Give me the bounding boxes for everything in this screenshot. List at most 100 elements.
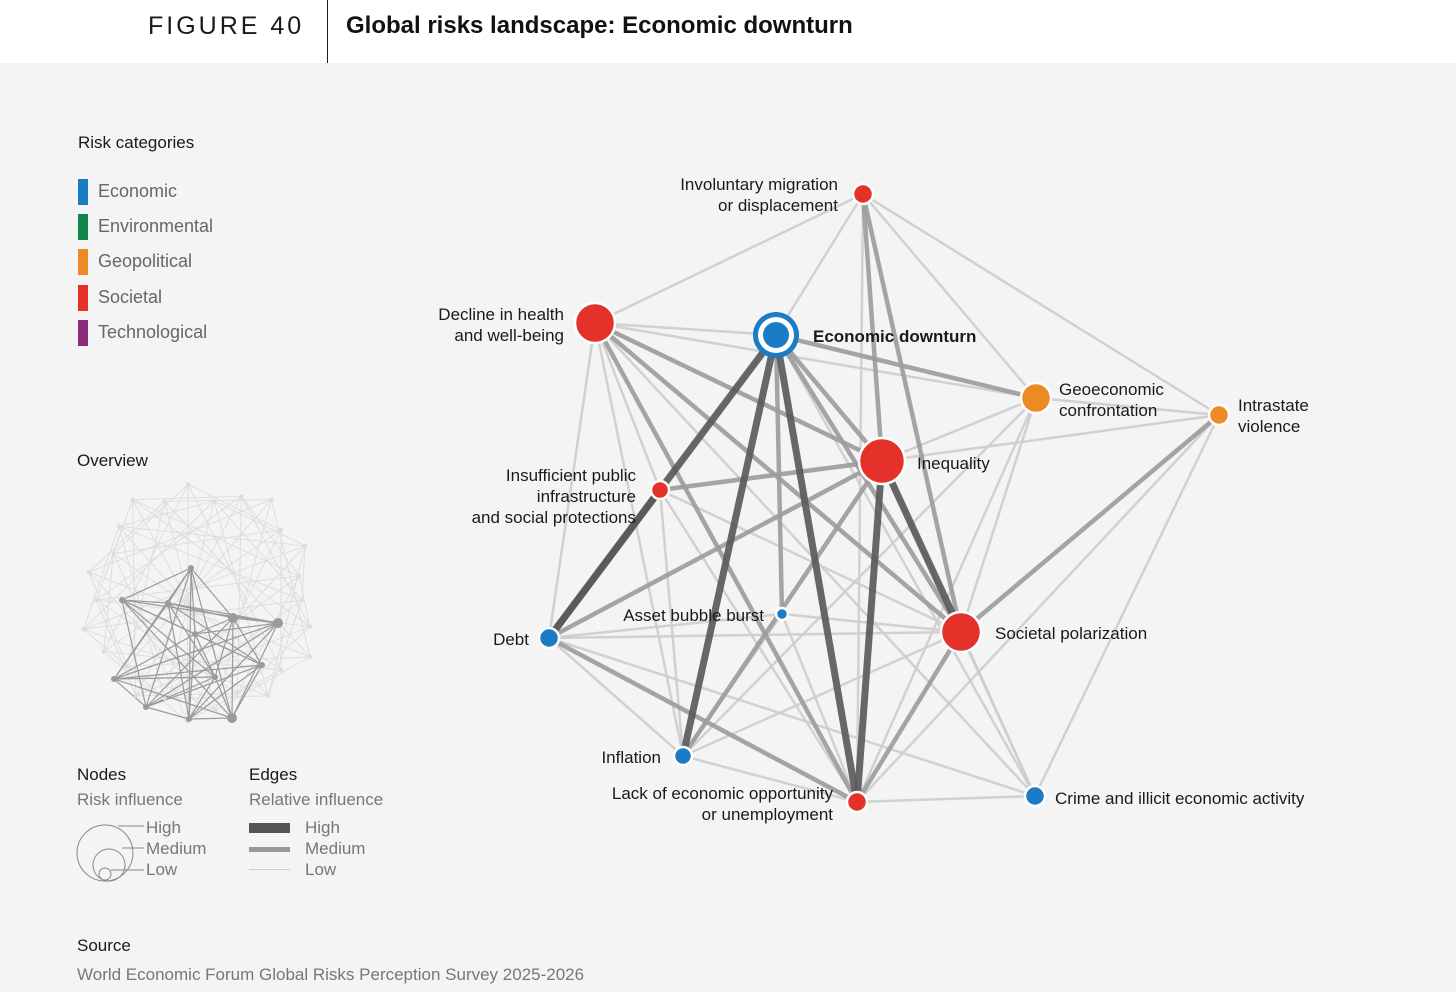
overview-edge xyxy=(236,496,242,694)
node-crime[interactable] xyxy=(1023,784,1047,808)
edge-polarization-geoeconomic xyxy=(959,397,1038,633)
edge-bubble-unemployment xyxy=(780,613,859,803)
node-circle xyxy=(851,182,875,206)
overview-node xyxy=(116,524,121,529)
overview-edge xyxy=(121,599,279,624)
overview-edge xyxy=(88,571,128,667)
edge-intrastate-unemployment xyxy=(856,414,1220,803)
edge-inflation-unemployment xyxy=(682,754,858,804)
node-unemployment[interactable] xyxy=(845,790,869,814)
edge-polarization-crime xyxy=(959,631,1037,797)
overview-edge xyxy=(267,545,306,697)
edge-debt-unemployment xyxy=(547,636,859,804)
overview-node xyxy=(297,574,302,579)
node-label-line: and well-being xyxy=(454,326,564,345)
overview-edge xyxy=(145,622,279,708)
node-geoeconomic[interactable] xyxy=(1019,381,1053,415)
legend-label: Environmental xyxy=(98,216,214,236)
overview-edge xyxy=(214,499,272,711)
overview-edge xyxy=(167,602,190,720)
node-label-downturn: Economic downturn xyxy=(813,327,976,346)
overview-edge xyxy=(113,676,216,680)
overview-node xyxy=(239,494,244,499)
overview-node xyxy=(235,691,240,696)
edge-downturn-inflation xyxy=(679,334,780,757)
node-circle xyxy=(857,436,907,486)
overview-node xyxy=(227,713,237,723)
edges-layer xyxy=(546,192,1221,804)
overview-edge xyxy=(83,500,215,630)
node-label-unemployment: Lack of economic opportunity or unemploym… xyxy=(612,784,834,824)
node-intrastate[interactable] xyxy=(1207,403,1231,427)
node-label-debt: Debt xyxy=(493,630,529,649)
overview-edge xyxy=(164,695,269,700)
node-infrastructure[interactable] xyxy=(649,479,671,501)
overview-edge xyxy=(113,633,196,680)
overview-edge xyxy=(190,567,233,719)
overview-edge xyxy=(240,495,300,577)
node-inflation[interactable] xyxy=(672,745,694,767)
edge-health-polarization xyxy=(593,321,963,634)
edge-downturn-unemployment xyxy=(772,334,861,803)
node-label-line: Crime and illicit economic activity xyxy=(1055,789,1305,808)
legend-label: Economic xyxy=(98,181,178,201)
overview-edge xyxy=(132,499,300,577)
overview-edge xyxy=(188,567,192,720)
overview-edge xyxy=(113,678,147,708)
overview-edge xyxy=(213,500,306,547)
overview-node xyxy=(111,551,116,556)
node-medium-label: Medium xyxy=(146,839,207,858)
edge-medium-label: Medium xyxy=(305,839,366,858)
overview-edge xyxy=(121,599,169,604)
node-label-line: violence xyxy=(1238,417,1300,436)
overview-node xyxy=(212,674,218,680)
overview-edge xyxy=(187,483,282,531)
edge-debt-polarization xyxy=(548,630,962,640)
node-health[interactable] xyxy=(573,301,617,345)
overview-node xyxy=(188,565,194,571)
node-label-line: confrontation xyxy=(1059,401,1157,420)
node-label-infrastructure: Insufficient public infrastructure and soc… xyxy=(472,466,637,527)
edge-intrastate-geoeconomic xyxy=(1035,396,1220,417)
node-circle xyxy=(939,610,983,654)
node-polarization[interactable] xyxy=(939,610,983,654)
overview-node xyxy=(186,716,192,722)
node-debt[interactable] xyxy=(537,626,561,650)
figure-number: FIGURE 40 xyxy=(148,12,305,40)
node-migration[interactable] xyxy=(851,182,875,206)
node-label-line: Decline in health xyxy=(438,305,564,324)
node-inequality[interactable] xyxy=(857,436,907,486)
node-label-line: Debt xyxy=(493,630,529,649)
overview-edge xyxy=(190,567,234,619)
node-bubble[interactable] xyxy=(774,606,790,622)
overview-edge xyxy=(113,622,279,680)
overview-node xyxy=(308,654,313,659)
edge-geoeconomic-inflation xyxy=(682,397,1037,757)
legend-label: Geopolitical xyxy=(98,251,193,271)
overview-node xyxy=(266,693,271,698)
overview-edges xyxy=(83,483,311,722)
edge-unemployment-crime xyxy=(856,794,1036,804)
overview-node xyxy=(269,497,274,502)
edge-infrastructure-polarization xyxy=(659,488,962,634)
overview-edge xyxy=(113,483,189,554)
edge-low-label: Low xyxy=(305,860,337,879)
overview-edge xyxy=(164,499,272,502)
overview-edge xyxy=(215,656,311,711)
edge-debt-infrastructure xyxy=(546,487,663,641)
overview-edge xyxy=(186,484,189,722)
overview-edge xyxy=(298,575,311,627)
edge-intrastate-crime xyxy=(1033,414,1221,797)
node-label-line: Lack of economic opportunity xyxy=(612,784,834,803)
overview-edge xyxy=(188,622,279,720)
node-circle xyxy=(649,479,671,501)
overview-node xyxy=(94,598,99,602)
overview-edge xyxy=(232,617,263,666)
overview-edge xyxy=(103,651,188,722)
overview-edge xyxy=(88,571,311,658)
edge-inequality-health xyxy=(594,320,883,464)
node-downturn[interactable] xyxy=(753,312,799,358)
overview-node xyxy=(86,570,91,575)
overview-edge xyxy=(113,567,192,680)
